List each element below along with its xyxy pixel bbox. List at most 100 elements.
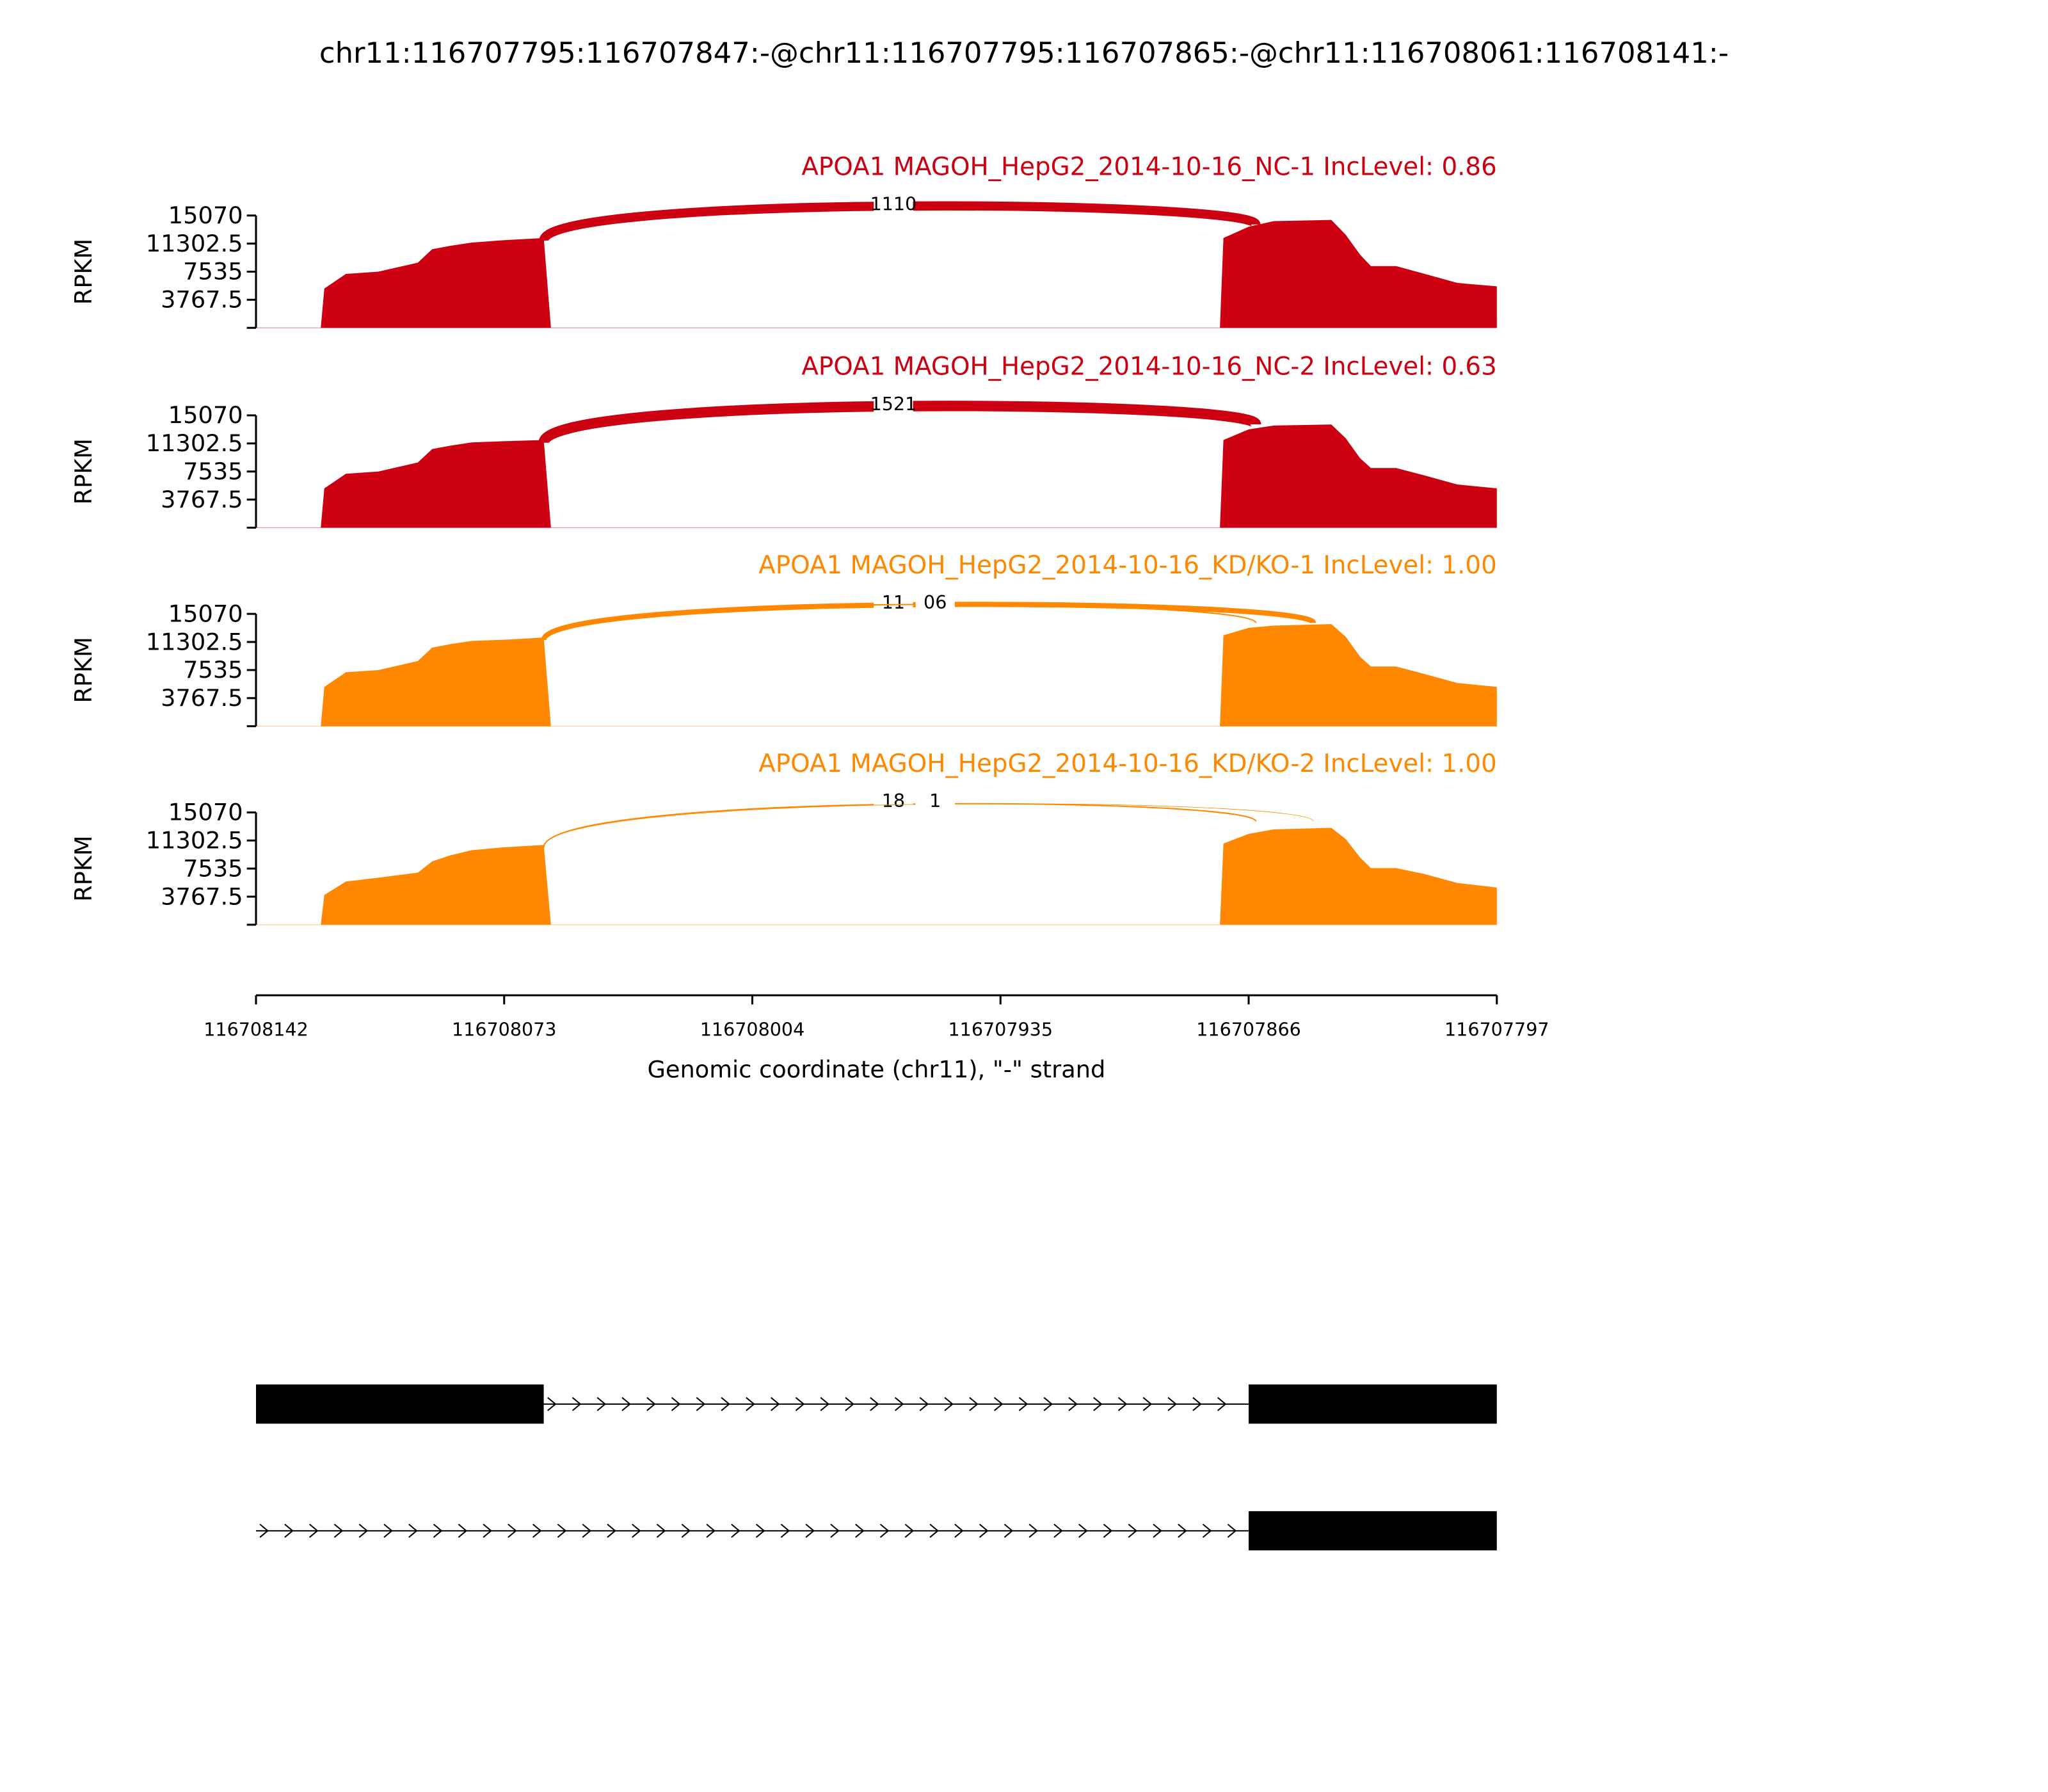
strand-arrow-icon — [780, 1523, 790, 1538]
strand-arrow-icon — [632, 1523, 641, 1538]
junction-label-bg — [874, 193, 913, 214]
y-tick-label: 11302.5 — [146, 429, 243, 457]
transcript-2 — [256, 1511, 1497, 1551]
strand-arrow-icon — [596, 1396, 607, 1411]
x-axis-label: Genomic coordinate (chr11), "-" strand — [647, 1056, 1105, 1084]
y-tick-label: 7535 — [183, 258, 243, 285]
strand-arrow-icon — [879, 1523, 890, 1538]
y-tick-label: 11302.5 — [146, 230, 243, 257]
strand-arrow-icon — [1153, 1523, 1162, 1538]
strand-arrow-icon — [894, 1396, 904, 1411]
strand-arrow-icon — [706, 1523, 716, 1538]
strand-arrow-icon — [646, 1396, 656, 1411]
strand-arrow-icon — [547, 1396, 557, 1411]
transcript-1 — [256, 1384, 1497, 1424]
strand-arrow-icon — [746, 1396, 755, 1411]
x-tick-label: 116707797 — [1444, 1018, 1549, 1040]
x-axis: 116708142 116708073 116708004 116707935 1167… — [204, 994, 1549, 1040]
junction-count-label: 06 — [924, 591, 947, 613]
strand-arrow-icon — [1053, 1523, 1063, 1538]
strand-arrow-icon — [383, 1523, 393, 1538]
y-axis-label: RPKM — [70, 637, 97, 703]
strand-arrow-icon — [696, 1396, 706, 1411]
strand-arrow-icon — [944, 1396, 954, 1411]
junction-count-label: 1110 — [870, 193, 917, 215]
y-tick-label: 7535 — [183, 656, 243, 684]
strand-arrow-icon — [333, 1523, 344, 1538]
strand-arrow-icon — [572, 1396, 582, 1411]
y-axis-label: RPKM — [70, 239, 97, 305]
strand-arrow-icon — [979, 1523, 989, 1538]
strand-arrow-icon — [532, 1523, 542, 1538]
strand-arrow-icon — [1068, 1396, 1078, 1411]
y-tick-label: 3767.5 — [161, 486, 243, 513]
strand-arrow-icon — [1227, 1523, 1237, 1538]
strand-arrow-icon — [458, 1523, 468, 1538]
y-tick-label: 15070 — [168, 401, 243, 429]
strand-arrow-icon — [671, 1396, 681, 1411]
gene-models — [256, 1384, 1497, 1551]
strand-arrow-icon — [795, 1396, 805, 1411]
x-tick-label: 116708142 — [204, 1018, 308, 1040]
y-tick-label: 11302.5 — [146, 827, 243, 854]
strand-arrow-icon — [755, 1523, 765, 1538]
strand-arrow-icon — [1142, 1396, 1153, 1411]
strand-arrow-icon — [681, 1523, 691, 1538]
junction-arc — [543, 604, 1257, 641]
strand-arrow-icon — [1078, 1523, 1088, 1538]
strand-arrow-icon — [309, 1523, 319, 1538]
strand-arrow-icon — [483, 1523, 492, 1538]
exon-block — [1249, 1384, 1497, 1424]
strand-arrow-icon — [731, 1523, 740, 1538]
strand-arrow-icon — [1202, 1523, 1212, 1538]
junction-label-bg — [874, 790, 913, 812]
junction-label-bg — [915, 591, 955, 613]
strand-arrow-icon — [1192, 1396, 1202, 1411]
strand-arrow-icon — [771, 1396, 780, 1411]
y-tick-label: 3767.5 — [161, 684, 243, 712]
strand-arrow-icon — [830, 1523, 840, 1538]
strand-arrow-icon — [904, 1523, 915, 1538]
strand-arrow-icon — [1028, 1523, 1039, 1538]
track-label: APOA1 MAGOH_HepG2_2014-10-16_KD/KO-1 Inc… — [758, 551, 1497, 580]
x-tick-label: 116707866 — [1196, 1018, 1301, 1040]
y-tick-label: 7535 — [183, 458, 243, 485]
junction-count-label: 18 — [882, 790, 905, 812]
strand-arrow-icon — [1103, 1523, 1113, 1538]
y-tick-label: 15070 — [168, 600, 243, 627]
strand-arrow-icon — [1018, 1396, 1028, 1411]
y-axis-label: RPKM — [70, 438, 97, 504]
chart-title: chr11:116707795:116707847:-@chr11:116707… — [319, 36, 1729, 70]
strand-arrow-icon — [508, 1523, 517, 1538]
y-tick-label: 15070 — [168, 202, 243, 229]
strand-arrow-icon — [1167, 1396, 1177, 1411]
x-tick-label: 116708073 — [452, 1018, 557, 1040]
strand-arrow-icon — [607, 1523, 616, 1538]
strand-arrow-icon — [1117, 1396, 1128, 1411]
coverage-area — [256, 424, 1497, 528]
strand-arrow-icon — [1217, 1396, 1227, 1411]
exon-block — [1249, 1511, 1497, 1551]
strand-arrow-icon — [1093, 1396, 1103, 1411]
junction-count-label: 11 — [882, 591, 905, 613]
strand-arrow-icon — [820, 1396, 830, 1411]
strand-arrow-icon — [805, 1523, 815, 1538]
coverage-area — [256, 624, 1497, 726]
coverage-area — [256, 828, 1497, 925]
junction-count-label: 1521 — [870, 393, 917, 415]
strand-arrow-icon — [919, 1396, 929, 1411]
track-label: APOA1 MAGOH_HepG2_2014-10-16_NC-2 IncLev… — [801, 353, 1496, 381]
strand-arrow-icon — [993, 1396, 1004, 1411]
track-label: APOA1 MAGOH_HepG2_2014-10-16_NC-1 IncLev… — [801, 152, 1496, 181]
junction-count-label: 1 — [929, 790, 941, 812]
strand-arrow-icon — [721, 1396, 730, 1411]
strand-arrow-icon — [969, 1396, 979, 1411]
strand-arrow-icon — [284, 1523, 294, 1538]
strand-arrow-icon — [1004, 1523, 1014, 1538]
strand-arrow-icon — [557, 1523, 567, 1538]
strand-arrow-icon — [621, 1396, 631, 1411]
coverage-area — [256, 220, 1497, 328]
junction-label-bg — [874, 591, 913, 613]
